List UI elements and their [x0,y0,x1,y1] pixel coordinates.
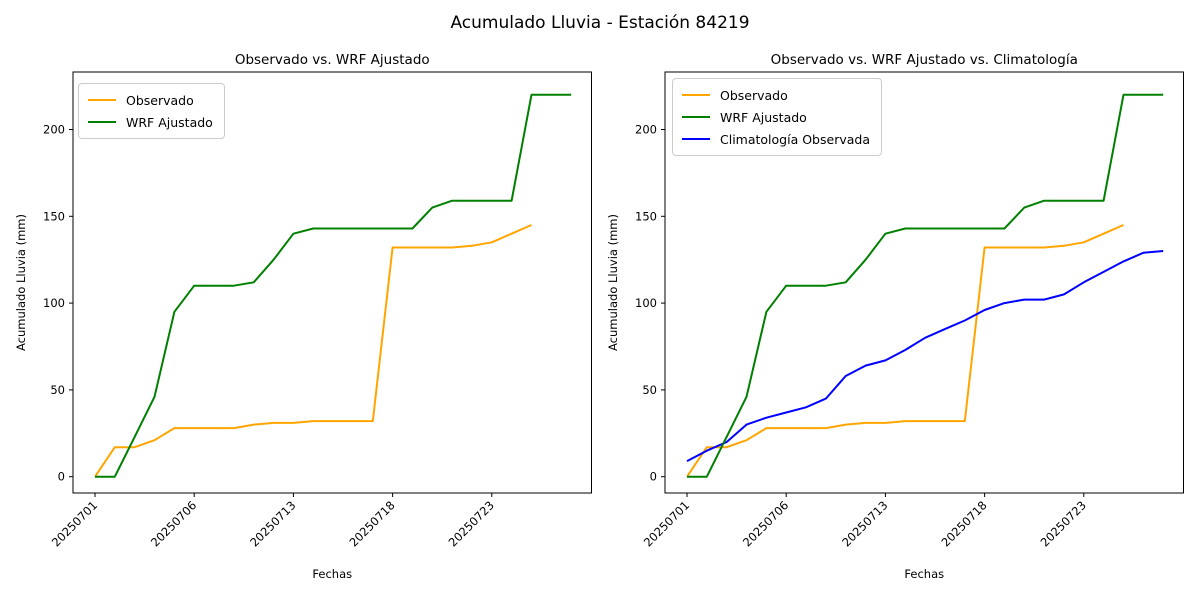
legend-label: Observado [720,87,788,103]
wrf-ajustado-line-swatch-icon [88,120,116,124]
x-tick-label: 20250718 [938,498,989,549]
line-observado [94,224,532,478]
y-tick-label: 100 [43,296,65,310]
x-axis-label: Fechas [312,567,352,581]
y-axis-label: Acumulado Lluvia (mm) [14,214,28,351]
legend-entry-climatologia-observada: Climatología Observada [682,128,870,150]
wrf-ajustado-line-swatch-icon [682,115,710,119]
legend-label: Observado [126,92,194,108]
y-tick-label: 50 [50,383,65,397]
legend-left: Observado WRF Ajustado [78,83,225,139]
x-tick-label: 20250706 [148,498,199,549]
x-tick-label: 20250718 [346,498,397,549]
line-climatologia-observada [686,250,1164,462]
legend-entry-observado: Observado [682,84,870,106]
x-tick-label: 20250723 [446,498,497,549]
legend-label: WRF Ajustado [126,114,213,130]
figure-title: Acumulado Lluvia - Estación 84219 [450,13,750,33]
axes-frame [664,71,1184,494]
x-axis-label: Fechas [904,567,944,581]
y-tick-label: 200 [43,123,65,137]
observado-line-swatch-icon [682,93,710,97]
line-wrf-ajustado [687,93,1164,478]
y-tick-label: 150 [43,209,65,223]
y-tick-label: 50 [642,383,657,397]
y-tick-label: 150 [635,209,657,223]
y-tick-label: 0 [650,470,657,484]
x-tick-label: 20250701 [49,498,100,549]
axes-frame [72,71,592,494]
y-tick-label: 100 [635,296,657,310]
line-wrf-ajustado [95,93,572,478]
x-tick-label: 20250723 [1038,498,1089,549]
observado-line-swatch-icon [88,98,116,102]
legend-right: Observado WRF Ajustado Climatología Observ… [672,78,882,156]
x-tick-label: 20250706 [740,498,791,549]
y-axis-label: Acumulado Lluvia (mm) [606,214,620,351]
x-tick-label: 20250713 [247,498,298,549]
legend-entry-wrf-ajustado: WRF Ajustado [682,106,870,128]
y-tick-label: 0 [58,470,65,484]
legend-label: WRF Ajustado [720,109,807,125]
line-observado [686,224,1124,478]
subplot-title: Observado vs. WRF Ajustado vs. Climatolo… [771,52,1078,68]
legend-label: Climatología Observada [720,131,870,147]
subplot-title: Observado vs. WRF Ajustado [235,52,430,68]
x-tick-label: 20250713 [839,498,890,549]
y-tick-label: 200 [635,123,657,137]
legend-entry-observado: Observado [88,89,213,111]
legend-entry-wrf-ajustado: WRF Ajustado [88,111,213,133]
climatologia-observada-line-swatch-icon [682,137,710,141]
x-tick-label: 20250701 [641,498,692,549]
